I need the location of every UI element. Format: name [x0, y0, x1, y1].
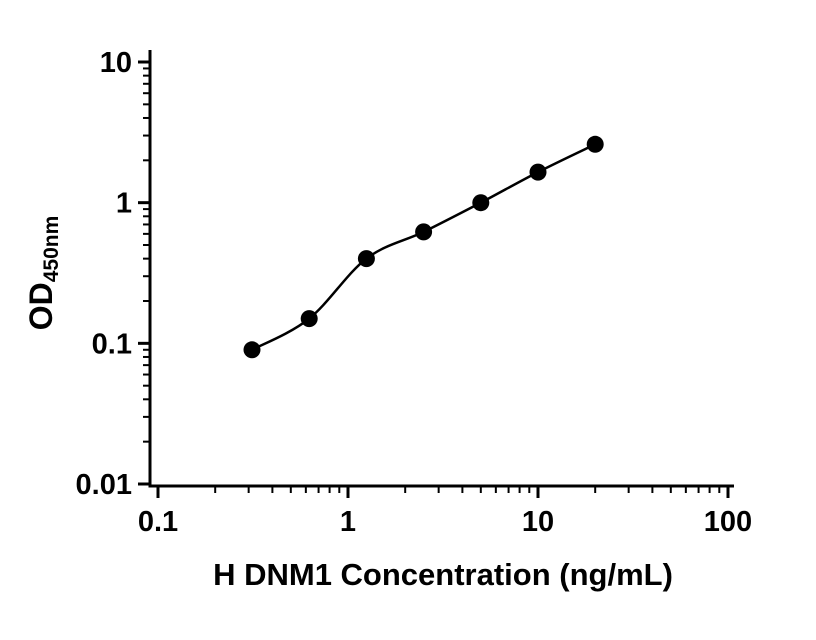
y-axis-title-subscript: 450nm [40, 216, 63, 283]
y-axis-title: OD450nm [23, 216, 63, 331]
data-point-marker [243, 341, 261, 359]
x-tick-label: 1 [340, 506, 356, 538]
x-tick-label: 0.1 [138, 506, 178, 538]
y-axis-title-main: OD [23, 282, 59, 330]
y-tick-label: 1 [116, 188, 132, 220]
y-tick-label: 10 [100, 47, 132, 79]
y-tick-label: 0.01 [76, 469, 132, 501]
data-point-marker [415, 223, 433, 241]
data-point-marker [300, 310, 318, 328]
data-point-marker [529, 163, 547, 181]
data-point-marker [586, 135, 604, 153]
x-tick-label: 100 [704, 506, 752, 538]
x-tick-label: 10 [522, 506, 554, 538]
x-axis-title: H DNM1 Concentration (ng/mL) [213, 557, 673, 592]
data-point-marker [472, 194, 490, 212]
data-point-marker [357, 250, 375, 268]
data-points-group [243, 135, 604, 359]
y-tick-label: 0.1 [92, 328, 132, 360]
